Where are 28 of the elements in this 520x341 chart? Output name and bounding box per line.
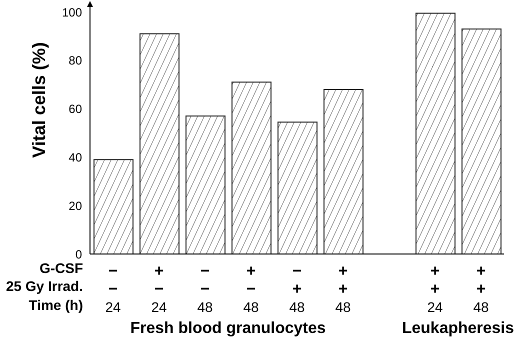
x-tick-label: + + 24 [427,263,443,315]
bar [94,159,134,254]
y-tick-label: 100 [62,5,82,20]
text: Fresh blood granulocytes [130,320,326,337]
bar [324,88,364,254]
text: 25 Gy Irrad. [6,278,83,294]
x-tick-label: + + 48 [473,263,489,315]
bar [278,122,318,254]
y-axis-title: Vital cells (%) [29,42,49,158]
bar [462,28,502,254]
x-tick-label: − + 48 [289,263,305,315]
x-tick-label: + − 24 [151,263,167,315]
text: Leukapheresis [402,320,514,337]
bar [186,116,226,254]
x-tick-label: + + 48 [335,263,351,315]
y-tick-label: 40 [68,150,82,164]
bar [416,12,456,254]
x-tick-label: − − 24 [105,263,121,315]
y-tick-label: 60 [68,102,82,116]
x-tick-label: + − 48 [243,263,259,315]
x-tick-label: − − 48 [197,263,213,315]
y-tick-label: 80 [68,54,82,68]
y-tick-label: 0 [75,247,82,262]
bar [140,33,180,254]
text: Time (h) [28,297,83,313]
text: G-CSF [39,260,84,276]
y-tick-label: 20 [68,198,82,213]
bar [232,82,272,254]
